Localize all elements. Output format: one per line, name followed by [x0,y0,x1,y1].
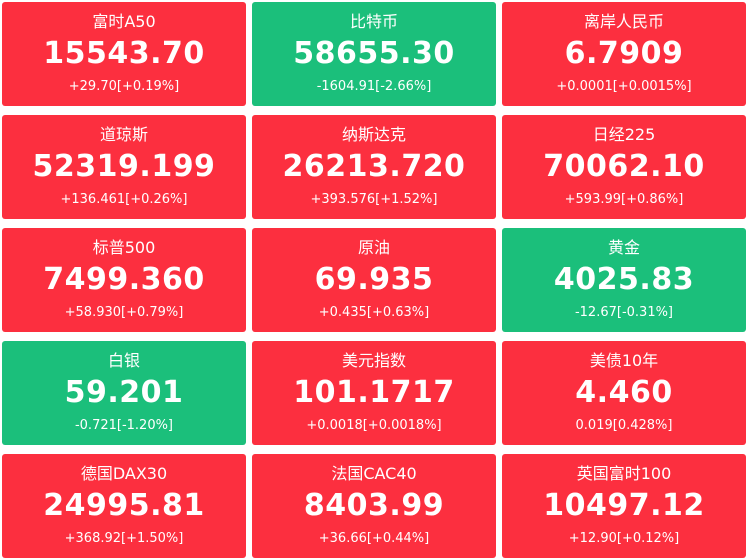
quote-price: 58655.30 [293,36,455,71]
quote-change: +0.435[+0.63%] [318,305,430,320]
quote-price: 52319.199 [32,149,216,184]
quote-change: +593.99[+0.86%] [564,192,684,207]
quote-name: 德国DAX30 [80,464,168,483]
quote-change: +0.0001[+0.0015%] [556,79,692,94]
quote-change: 0.019[0.428%] [575,418,673,433]
quote-price: 10497.12 [543,488,705,523]
quote-name: 标普500 [92,238,156,257]
quote-name: 日经225 [592,125,656,144]
quote-price: 69.935 [314,262,434,297]
quote-name: 纳斯达克 [341,125,406,144]
quote-price: 59.201 [64,375,184,410]
quote-change: +0.0018[+0.0018%] [306,418,442,433]
quote-change: -0.721[-1.20%] [74,418,174,433]
quote-change: +58.930[+0.79%] [64,305,184,320]
quote-tile[interactable]: 比特币 58655.30 -1604.91[-2.66%] [252,2,496,106]
quote-tile[interactable]: 德国DAX30 24995.81 +368.92[+1.50%] [2,454,246,558]
quote-tile[interactable]: 白银 59.201 -0.721[-1.20%] [2,341,246,445]
quote-price: 24995.81 [43,488,205,523]
quote-tile[interactable]: 黄金 4025.83 -12.67[-0.31%] [502,228,746,332]
quote-price: 8403.99 [303,488,445,523]
quote-name: 离岸人民币 [583,12,664,31]
quote-tile[interactable]: 纳斯达克 26213.720 +393.576[+1.52%] [252,115,496,219]
quote-name: 原油 [357,238,390,257]
quote-price: 4.460 [575,375,673,410]
quote-price: 70062.10 [543,149,705,184]
quote-change: +12.90[+0.12%] [568,531,680,546]
quote-name: 美债10年 [589,351,659,370]
quote-price: 101.1717 [293,375,455,410]
quote-tile[interactable]: 离岸人民币 6.7909 +0.0001[+0.0015%] [502,2,746,106]
quote-tile[interactable]: 美债10年 4.460 0.019[0.428%] [502,341,746,445]
quote-tile[interactable]: 美元指数 101.1717 +0.0018[+0.0018%] [252,341,496,445]
quote-change: +36.66[+0.44%] [318,531,430,546]
quote-change: -12.67[-0.31%] [574,305,674,320]
quote-tile[interactable]: 法国CAC40 8403.99 +36.66[+0.44%] [252,454,496,558]
quote-change: +368.92[+1.50%] [64,531,184,546]
quote-price: 6.7909 [564,36,684,71]
quote-price: 26213.720 [282,149,466,184]
quote-name: 美元指数 [341,351,406,370]
quote-tile[interactable]: 道琼斯 52319.199 +136.461[+0.26%] [2,115,246,219]
quote-price: 4025.83 [553,262,695,297]
quote-tile[interactable]: 英国富时100 10497.12 +12.90[+0.12%] [502,454,746,558]
quote-change: -1604.91[-2.66%] [316,79,432,94]
quote-price: 7499.360 [43,262,205,297]
quote-tile[interactable]: 标普500 7499.360 +58.930[+0.79%] [2,228,246,332]
quote-change: +136.461[+0.26%] [60,192,188,207]
quote-name: 英国富时100 [576,464,672,483]
quote-change: +393.576[+1.52%] [310,192,438,207]
quote-name: 白银 [107,351,140,370]
quote-tile[interactable]: 日经225 70062.10 +593.99[+0.86%] [502,115,746,219]
quote-price: 15543.70 [43,36,205,71]
quote-tile[interactable]: 原油 69.935 +0.435[+0.63%] [252,228,496,332]
quote-name: 比特币 [349,12,398,31]
quote-name: 法国CAC40 [331,464,417,483]
quote-change: +29.70[+0.19%] [68,79,180,94]
quote-name: 道琼斯 [99,125,148,144]
quote-name: 富时A50 [92,12,156,31]
quote-tile[interactable]: 富时A50 15543.70 +29.70[+0.19%] [2,2,246,106]
quote-name: 黄金 [607,238,640,257]
